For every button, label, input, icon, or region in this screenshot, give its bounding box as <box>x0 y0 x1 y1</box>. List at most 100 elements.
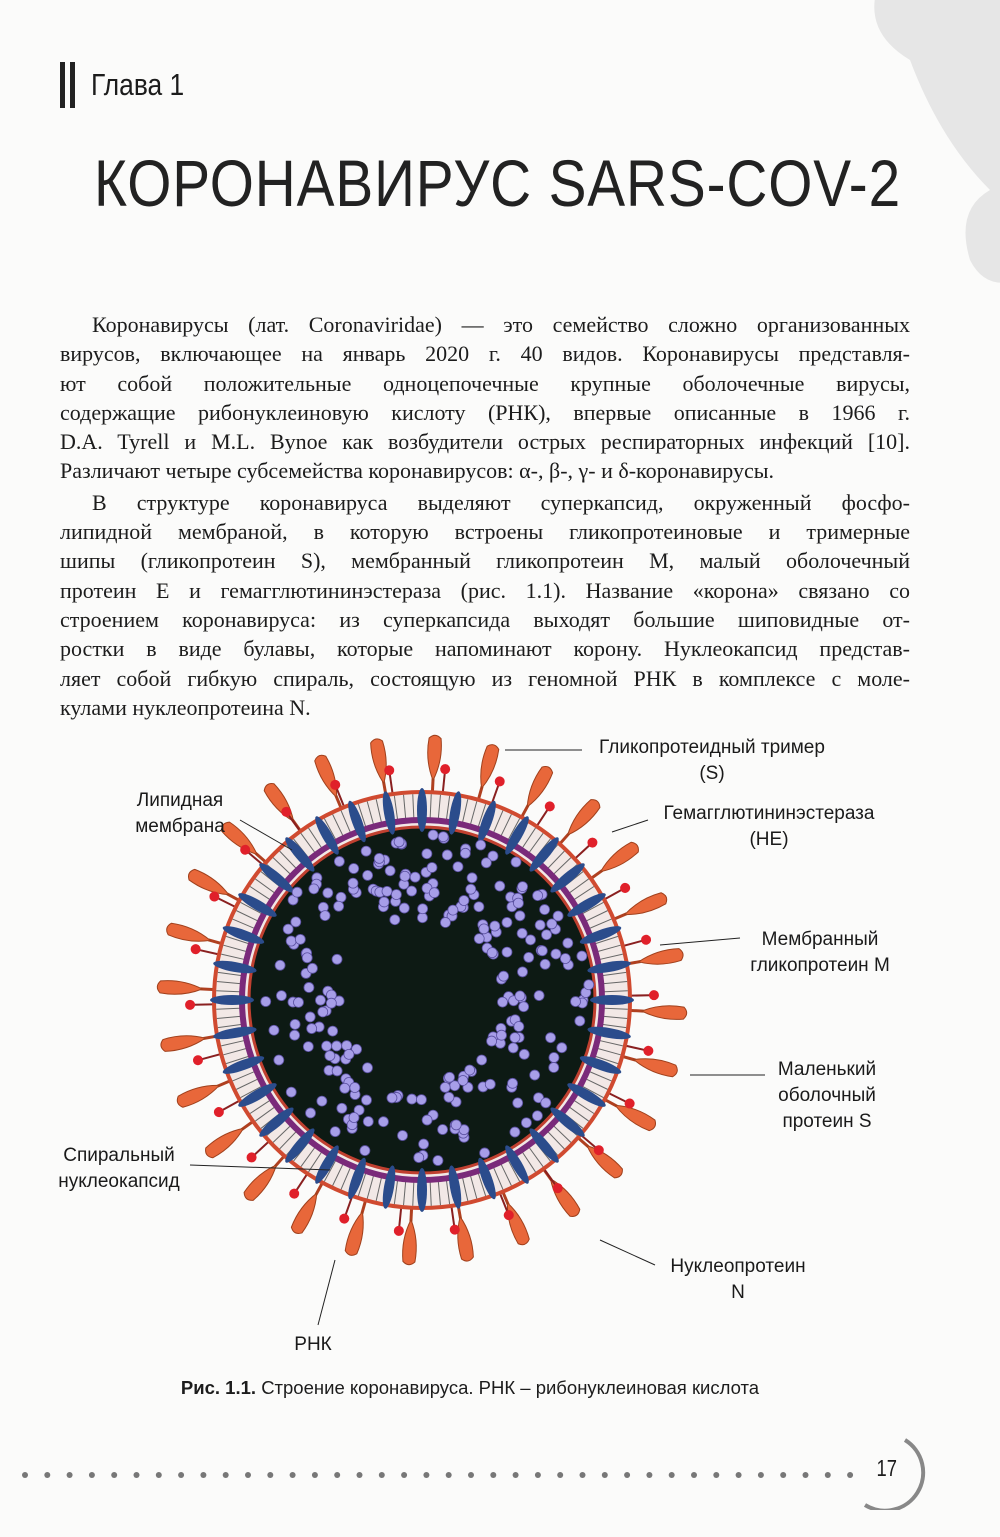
nucleoprotein-dot <box>497 996 508 1008</box>
lipid-tail <box>366 801 375 827</box>
footer-dot <box>334 1472 341 1478</box>
nucleoprotein-dot <box>447 904 459 916</box>
m-protein-shape <box>529 1128 559 1163</box>
membrane-glycoprotein <box>348 800 366 843</box>
text-line: содержащие рибонуклеиновую кислоту (РНК)… <box>60 399 910 425</box>
footer-dot <box>534 1472 541 1478</box>
nucleoprotein-dot <box>406 1093 418 1105</box>
lipid-tail <box>300 833 317 855</box>
lipid-tail <box>249 1098 273 1114</box>
body-text: Коронавирусы (лат. Coronaviridae) — это … <box>60 310 910 722</box>
nucleoprotein-dot <box>331 1040 342 1052</box>
lipid-tail <box>445 1178 451 1205</box>
he-head <box>641 934 652 945</box>
footer-dot <box>200 1472 207 1478</box>
lipid-tail <box>223 1047 249 1056</box>
text-line: кулами нуклеопротеина N. <box>60 694 311 720</box>
he-head <box>281 806 292 817</box>
membrane-glycoprotein <box>382 1165 396 1209</box>
lipid-tail <box>255 878 277 895</box>
nucleoprotein-dot <box>353 1104 365 1116</box>
nucleoprotein-dot <box>576 950 588 962</box>
membrane-glycoprotein <box>222 1056 265 1074</box>
nucleoprotein-dot <box>441 849 453 861</box>
nucleoprotein-dot <box>329 1126 341 1138</box>
nucleoprotein-dot <box>494 880 506 892</box>
nucleoprotein-dot <box>478 923 490 935</box>
he-head <box>339 1213 350 1224</box>
nucleoprotein-dot <box>285 1086 297 1098</box>
lipid-tail <box>340 1165 352 1190</box>
membrane-glycoprotein <box>567 1083 606 1107</box>
lipid-tail <box>601 1015 628 1019</box>
leader-line <box>599 1239 656 1266</box>
nucleoprotein-dot <box>518 1048 530 1060</box>
nucleoprotein-dot <box>437 1124 449 1135</box>
spike-head <box>160 1035 207 1052</box>
lipid-tail <box>240 1084 264 1099</box>
m-protein-shape <box>478 1157 496 1200</box>
nucleoprotein-dot <box>489 920 501 932</box>
lipid-tail <box>583 910 608 923</box>
nucleoprotein-dot <box>417 903 429 915</box>
lipid-tail <box>571 886 595 902</box>
nucleoprotein-dot <box>532 1110 543 1122</box>
nucleoprotein-dot <box>399 870 411 882</box>
nucleoprotein-dot <box>439 1081 451 1093</box>
lipid-tail <box>393 1178 399 1205</box>
lipid-tail <box>587 1070 612 1082</box>
m-protein-shape <box>417 1168 427 1212</box>
nucleoprotein-dot <box>550 948 562 960</box>
he-head <box>624 1098 635 1109</box>
lipid-tail <box>217 1023 244 1029</box>
m-protein-shape <box>222 926 265 944</box>
lipid-tail <box>225 935 251 945</box>
lipid-tail <box>567 1105 589 1122</box>
footer-dot <box>267 1472 274 1478</box>
lipid-tail <box>332 1161 345 1186</box>
membrane-glycoprotein <box>238 893 277 917</box>
nucleoprotein-dot <box>362 869 374 881</box>
lipid-tail <box>546 850 565 871</box>
label-envelope: оболочный <box>778 1085 876 1106</box>
spike-head <box>156 980 204 995</box>
membrane-glycoprotein <box>587 1026 631 1040</box>
paragraph: В структуре коронавируса выделяют суперк… <box>60 488 910 722</box>
spike-head <box>526 766 554 808</box>
membrane-glycoprotein <box>213 1026 257 1040</box>
spike-head <box>176 1084 221 1108</box>
label-nucleocapsid: Спиральный <box>63 1145 175 1166</box>
nucleoprotein-dot <box>501 917 513 928</box>
he-head <box>289 1188 300 1199</box>
membrane-glycoprotein <box>315 816 339 855</box>
label-membrane_protein: Мембранный <box>762 929 879 950</box>
membrane-glycoprotein <box>478 1157 496 1200</box>
footer-dot <box>557 1472 564 1478</box>
lipid-tail <box>499 814 512 839</box>
page-number: 17 <box>876 1455 898 1481</box>
lipid-tail <box>332 814 345 839</box>
footer-dot <box>579 1472 586 1478</box>
nucleoprotein-dot <box>386 1092 398 1104</box>
membrane-glycoprotein <box>259 863 294 893</box>
nucleoprotein-dot <box>378 896 390 908</box>
membrane-glycoprotein <box>587 960 631 974</box>
text-line: шипы (гликопротеин S), мембранный гликоп… <box>60 548 910 574</box>
he-head <box>648 990 659 1001</box>
footer-dot <box>512 1472 519 1478</box>
nucleoprotein-dot <box>464 1064 476 1076</box>
membrane-glycoprotein <box>348 1157 366 1200</box>
membrane-glycoprotein <box>448 791 462 835</box>
he-head <box>503 1210 514 1221</box>
membrane-glycoprotein <box>529 837 559 872</box>
nucleoprotein-dot <box>348 863 360 874</box>
m-protein-shape <box>478 800 496 843</box>
figure-caption: Рис. 1.1. Строение коронавируса. РНК – р… <box>0 1377 940 1399</box>
nucleoprotein-dot <box>381 885 393 897</box>
nucleoprotein-dot <box>452 861 464 873</box>
nucleoprotein-dot <box>294 933 306 945</box>
footer-dot <box>178 1472 185 1478</box>
membrane-glycoprotein <box>579 926 622 944</box>
leader-line <box>317 1259 336 1326</box>
nucleoprotein-dot <box>516 927 528 939</box>
